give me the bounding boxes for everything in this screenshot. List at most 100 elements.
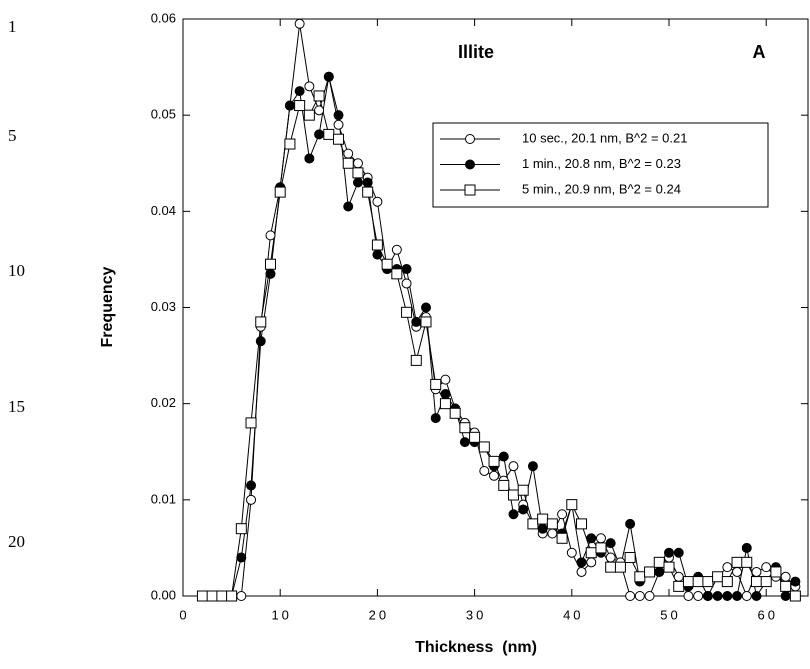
data-point — [236, 591, 247, 601]
y-tick-label: 0.04 — [151, 203, 176, 218]
data-point — [264, 258, 276, 270]
data-point — [527, 518, 539, 530]
x-axis-label: Thickness (nm) — [415, 639, 537, 656]
data-point — [653, 556, 665, 568]
data-point — [294, 18, 305, 29]
data-point — [780, 580, 792, 592]
data-point — [508, 461, 519, 472]
data-point — [741, 556, 753, 568]
data-point — [566, 499, 578, 511]
line-number: 1 — [8, 17, 17, 36]
legend-label: 5 min., 20.9 nm, B^2 = 0.24 — [522, 181, 681, 196]
data-point — [537, 523, 548, 534]
legend-marker — [464, 184, 476, 196]
data-point — [372, 249, 383, 260]
data-point — [722, 591, 733, 601]
data-point — [411, 316, 422, 327]
data-point — [760, 576, 772, 588]
data-point — [722, 562, 733, 573]
data-point — [255, 336, 266, 347]
data-point — [634, 591, 645, 601]
data-point — [790, 576, 801, 587]
line-number: 15 — [8, 397, 25, 416]
data-point — [605, 561, 617, 573]
data-point — [478, 441, 490, 453]
y-tick-label: 0.05 — [151, 107, 176, 122]
data-point — [586, 533, 597, 544]
data-point — [439, 398, 451, 410]
data-point — [692, 576, 704, 588]
data-point — [721, 576, 733, 588]
data-point — [644, 591, 655, 601]
data-point — [498, 451, 509, 462]
data-point — [546, 518, 558, 530]
data-point — [391, 268, 403, 280]
data-point — [751, 591, 762, 601]
y-tick-label: 0.03 — [151, 299, 176, 314]
data-point — [323, 71, 334, 82]
y-axis-label: Frequency — [99, 266, 116, 347]
data-point — [401, 306, 413, 318]
data-point — [323, 128, 335, 140]
data-point — [255, 316, 267, 328]
data-point — [537, 513, 549, 525]
data-point — [362, 186, 374, 198]
data-point — [449, 407, 461, 419]
data-point — [246, 480, 257, 491]
line-number: 20 — [8, 532, 25, 551]
data-point — [294, 86, 305, 97]
data-point — [614, 561, 626, 573]
annotation: A — [753, 42, 766, 62]
data-point — [625, 591, 636, 601]
data-point — [693, 591, 704, 601]
data-point — [566, 547, 577, 558]
annotation: Illite — [458, 42, 494, 62]
data-point — [576, 566, 587, 577]
data-point — [732, 591, 743, 601]
data-point — [625, 518, 636, 529]
data-point — [313, 90, 325, 102]
data-point — [333, 110, 344, 121]
data-point — [245, 417, 257, 429]
data-point — [624, 552, 636, 564]
data-point — [634, 571, 646, 583]
data-point — [216, 590, 228, 602]
data-point — [751, 566, 762, 577]
data-point — [440, 389, 451, 400]
data-point — [644, 566, 656, 578]
data-point — [206, 590, 218, 602]
data-point — [517, 484, 529, 496]
data-point — [304, 81, 315, 92]
data-point — [303, 109, 315, 121]
data-point — [284, 138, 296, 150]
y-tick-label: 0.06 — [151, 10, 176, 25]
x-tick-label: 50 — [660, 607, 680, 622]
y-tick-label: 0.00 — [151, 587, 176, 602]
data-point — [741, 542, 752, 553]
data-point — [508, 509, 519, 520]
data-point — [352, 167, 364, 179]
data-point — [664, 547, 675, 558]
data-point — [226, 590, 238, 602]
data-point — [381, 258, 393, 270]
x-tick-label: 30 — [466, 607, 486, 622]
data-point — [352, 177, 363, 188]
data-point — [401, 264, 412, 275]
x-tick-label: 20 — [369, 607, 389, 622]
data-point — [284, 100, 295, 111]
data-point — [770, 566, 782, 578]
data-point — [547, 528, 558, 539]
x-tick-label: 10 — [271, 607, 291, 622]
data-point — [527, 461, 538, 472]
data-point — [430, 378, 442, 390]
data-point — [780, 571, 791, 582]
data-point — [731, 556, 743, 568]
data-point — [401, 278, 412, 289]
data-point — [673, 547, 684, 558]
data-point — [372, 196, 383, 207]
data-point — [236, 552, 247, 563]
y-tick-label: 0.02 — [151, 395, 176, 410]
data-point — [391, 244, 402, 255]
data-point — [314, 105, 325, 116]
data-point — [479, 465, 490, 476]
